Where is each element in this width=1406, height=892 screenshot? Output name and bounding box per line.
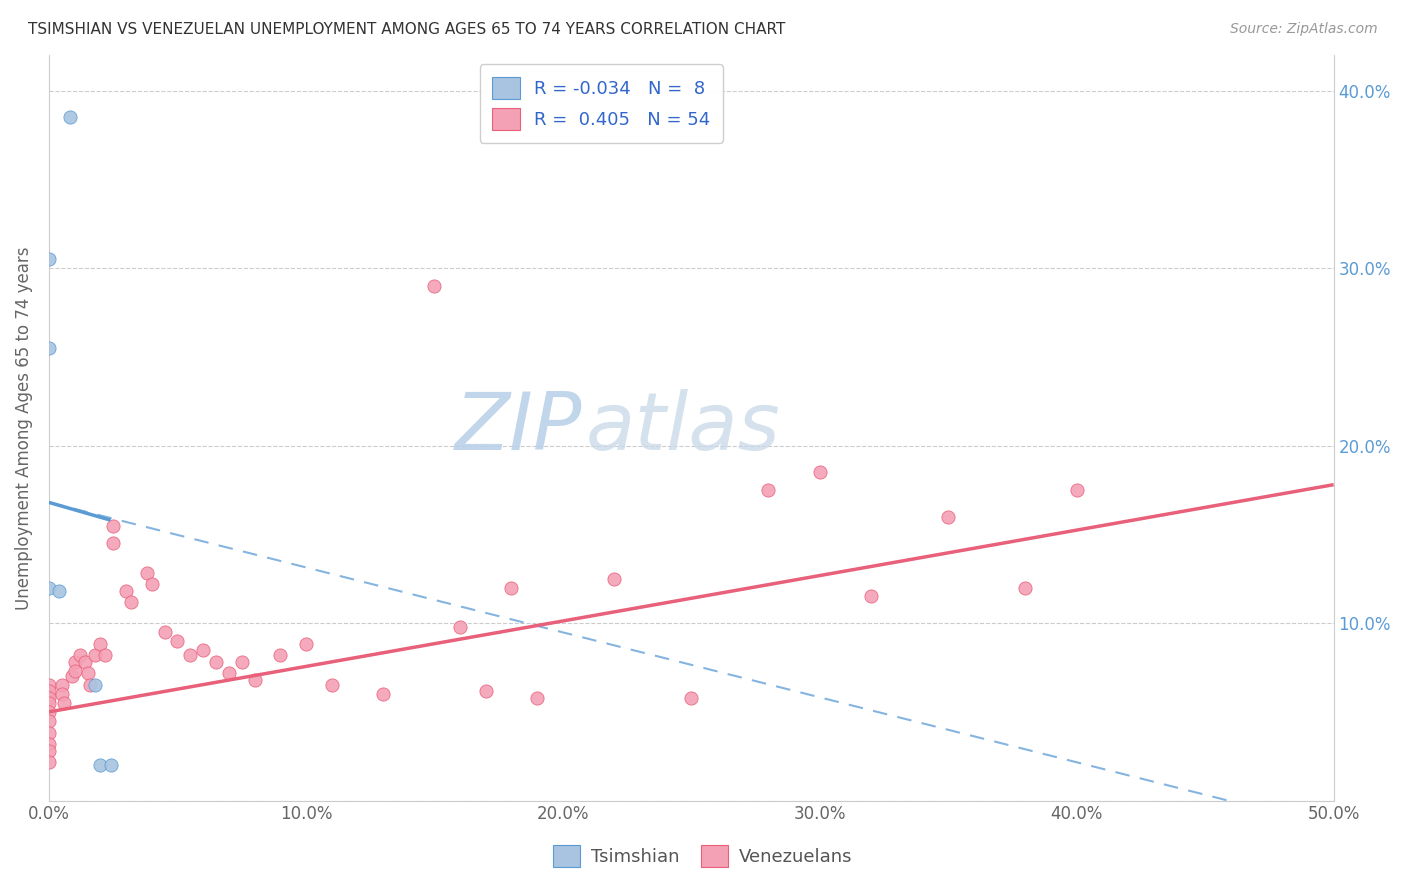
Point [321, 678, 343, 692]
Point [38, 755, 60, 769]
Point [94, 648, 117, 662]
Point [60, 669, 83, 683]
Point [51, 687, 73, 701]
Point [153, 625, 176, 640]
Point [79, 678, 101, 692]
Point [53, 696, 76, 710]
Point [38, 726, 60, 740]
Point [501, 581, 523, 595]
Point [860, 590, 883, 604]
Point [103, 536, 125, 550]
Text: Source: ZipAtlas.com: Source: ZipAtlas.com [1230, 22, 1378, 37]
Point [38, 744, 60, 758]
Point [84, 648, 107, 662]
Point [76, 665, 98, 680]
Point [103, 518, 125, 533]
Point [449, 620, 471, 634]
Point [38, 581, 60, 595]
Point [808, 465, 831, 479]
Point [58, 110, 80, 124]
Point [936, 509, 959, 524]
Point [84, 678, 107, 692]
Point [38, 737, 60, 751]
Legend: R = -0.034   N =  8, R =  0.405   N = 54: R = -0.034 N = 8, R = 0.405 N = 54 [479, 64, 723, 143]
Point [526, 690, 548, 705]
Point [205, 655, 228, 669]
Point [135, 566, 157, 581]
Point [758, 483, 780, 497]
Point [423, 278, 446, 293]
Point [48, 584, 70, 599]
Point [89, 758, 111, 772]
Point [371, 687, 394, 701]
Point [100, 758, 122, 772]
Point [38, 341, 60, 355]
Point [120, 595, 142, 609]
Point [141, 577, 163, 591]
Text: TSIMSHIAN VS VENEZUELAN UNEMPLOYMENT AMONG AGES 65 TO 74 YEARS CORRELATION CHART: TSIMSHIAN VS VENEZUELAN UNEMPLOYMENT AMO… [28, 22, 786, 37]
Point [191, 642, 214, 657]
Point [115, 584, 138, 599]
Point [603, 572, 626, 586]
Y-axis label: Unemployment Among Ages 65 to 74 years: Unemployment Among Ages 65 to 74 years [15, 246, 32, 609]
Point [38, 705, 60, 719]
Text: ZIP: ZIP [454, 389, 582, 467]
Point [243, 673, 266, 687]
Point [38, 678, 60, 692]
Point [38, 714, 60, 728]
Point [51, 678, 73, 692]
Point [681, 690, 703, 705]
Point [38, 696, 60, 710]
Point [1014, 581, 1036, 595]
Point [89, 637, 111, 651]
Point [69, 648, 91, 662]
Point [179, 648, 201, 662]
Point [218, 665, 240, 680]
Point [474, 683, 496, 698]
Point [73, 655, 96, 669]
Text: atlas: atlas [586, 389, 780, 467]
Point [1066, 483, 1088, 497]
Point [38, 690, 60, 705]
Point [269, 648, 291, 662]
Legend: Tsimshian, Venezuelans: Tsimshian, Venezuelans [546, 838, 860, 874]
Point [38, 252, 60, 267]
Point [166, 633, 188, 648]
Point [38, 683, 60, 698]
Point [63, 664, 86, 678]
Point [231, 655, 253, 669]
Point [63, 655, 86, 669]
Point [295, 637, 318, 651]
